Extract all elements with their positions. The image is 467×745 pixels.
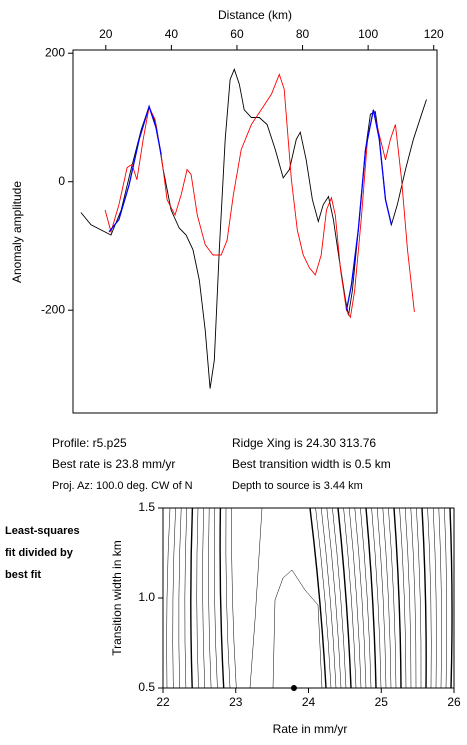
contour — [404, 507, 412, 689]
contour — [371, 507, 382, 689]
contour — [184, 507, 188, 689]
contour — [190, 507, 194, 689]
x-tick-label: 23 — [229, 695, 243, 709]
contour — [309, 507, 327, 689]
contour — [320, 507, 337, 689]
annotation: best fit — [5, 569, 41, 581]
info-text: Proj. Az: 100.0 deg. CW of N — [52, 480, 193, 492]
contour — [365, 507, 377, 689]
contour — [208, 507, 212, 689]
contour — [432, 507, 437, 689]
contour-lines — [166, 507, 453, 689]
contour — [214, 507, 218, 689]
contour — [360, 507, 372, 689]
y-tick-label: 0.5 — [138, 680, 155, 694]
contour — [249, 507, 263, 689]
x-tick-label: 40 — [165, 27, 179, 41]
plot-frame — [72, 49, 438, 414]
x-tick-label: 80 — [296, 27, 310, 41]
best-fit-point — [290, 685, 297, 691]
y-tick-label: 1.5 — [138, 500, 155, 514]
plot-frame — [162, 507, 455, 689]
x-tick-label: 100 — [358, 27, 378, 41]
x-tick-label: 24 — [302, 695, 316, 709]
contour — [272, 569, 323, 689]
contour — [354, 507, 367, 689]
y-axis-label: Transition width in km — [110, 540, 124, 656]
info-text: Best rate is 23.8 mm/yr — [52, 457, 175, 471]
x-tick-label: 120 — [424, 27, 444, 41]
y-tick-label: 1.0 — [138, 590, 155, 604]
annotation: Least-squares — [5, 525, 80, 537]
contour — [427, 507, 432, 689]
contour — [332, 507, 347, 689]
x-tick-label: 22 — [156, 695, 170, 709]
contour — [444, 507, 448, 689]
series-line — [108, 104, 393, 311]
contour — [315, 507, 332, 689]
contour — [416, 507, 422, 689]
info-text: Best transition width is 0.5 km — [232, 457, 391, 471]
x-tick-label: 20 — [99, 27, 113, 41]
contour — [376, 507, 387, 689]
y-tick-label: 0 — [58, 174, 65, 188]
x-tick-label: 60 — [230, 27, 244, 41]
x-axis-label: Rate in mm/yr — [273, 722, 348, 736]
contour — [202, 507, 206, 689]
series-line — [104, 73, 415, 319]
y-axis-label: Anomaly amplitude — [10, 181, 24, 283]
annotation: fit divided by — [5, 547, 74, 559]
x-tick-label: 26 — [447, 695, 461, 709]
contour — [382, 507, 392, 689]
contour — [225, 507, 231, 689]
contour — [343, 507, 357, 689]
contour — [388, 507, 397, 689]
contour — [449, 507, 453, 689]
y-tick-label: -200 — [41, 302, 65, 316]
contour — [348, 507, 362, 689]
contour — [410, 507, 417, 689]
contour — [219, 507, 225, 689]
contour — [166, 507, 171, 689]
x-axis-label: Distance (km) — [218, 8, 292, 22]
contour — [438, 507, 442, 689]
contour — [421, 507, 427, 689]
x-tick-label: 25 — [375, 695, 389, 709]
contour — [178, 507, 182, 689]
contour — [337, 507, 352, 689]
info-text: Ridge Xing is 24.30 313.76 — [232, 436, 376, 450]
contour — [399, 507, 407, 689]
y-tick-label: 200 — [45, 45, 65, 59]
contour — [196, 507, 199, 689]
contour — [172, 507, 176, 689]
contour — [231, 507, 237, 689]
info-text: Depth to source is 3.44 km — [232, 480, 363, 492]
info-text: Profile: r5.p25 — [52, 436, 127, 450]
contour — [393, 507, 402, 689]
contour — [326, 507, 342, 689]
